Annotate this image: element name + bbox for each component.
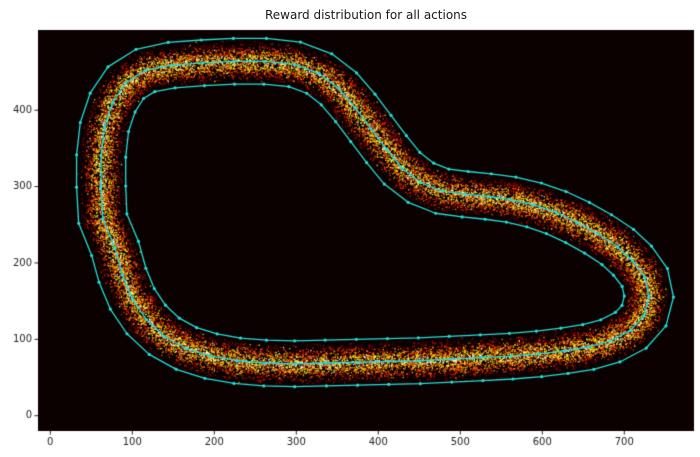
reward-scatter-canvas bbox=[0, 0, 700, 457]
reward-distribution-figure: Reward distribution for all actions bbox=[0, 0, 700, 457]
